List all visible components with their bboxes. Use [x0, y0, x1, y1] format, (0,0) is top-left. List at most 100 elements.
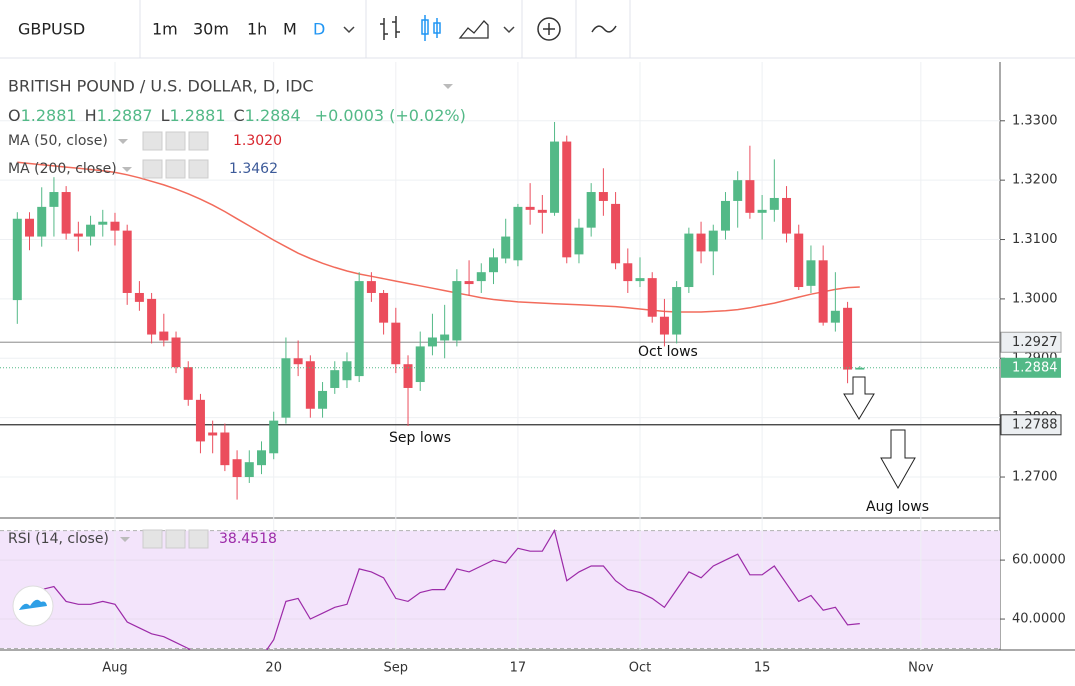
candle-body	[232, 459, 242, 478]
compare-icon[interactable]	[591, 25, 617, 33]
candle-body	[488, 257, 498, 273]
candle-body	[769, 197, 779, 210]
area-icon[interactable]	[458, 20, 489, 39]
ohlc-key: O	[8, 106, 21, 125]
rsi-band	[0, 530, 1000, 649]
y-tick-label: 1.2700	[1012, 470, 1058, 485]
dropdown-icon[interactable]	[443, 84, 453, 89]
ohlc-key: C	[234, 106, 245, 125]
candle-body	[354, 281, 364, 377]
candle-body	[98, 221, 108, 225]
candle-body	[452, 281, 462, 341]
candle-body	[122, 230, 132, 293]
dropdown-icon[interactable]	[343, 26, 355, 34]
rsi-line	[16, 529, 860, 650]
ohlc-legend: O1.2881 H1.2887 L1.2881 C1.2884 +0.0003 (+0.…	[8, 106, 466, 125]
x-tick-label: Aug	[102, 661, 127, 676]
candle-body	[440, 334, 450, 341]
candle-body	[110, 221, 120, 231]
candle-body	[562, 141, 572, 258]
x-tick-label: 20	[265, 661, 282, 676]
candle-body	[342, 361, 352, 381]
price-tag-label: 1.2927	[1012, 335, 1058, 350]
candle-body	[782, 197, 792, 234]
y-tick-label: 1.3100	[1012, 232, 1058, 247]
candle-body	[720, 200, 730, 231]
candle-body	[574, 227, 584, 255]
candle-body	[391, 322, 401, 365]
candle-body	[305, 361, 315, 409]
candle-body	[830, 310, 840, 323]
arrow	[843, 376, 875, 420]
candle-body	[733, 180, 743, 201]
annotation: Aug lows	[866, 499, 929, 515]
logo-mark	[19, 599, 47, 610]
candle-body	[86, 224, 96, 237]
candle-body	[159, 331, 169, 341]
candle-body	[37, 206, 47, 237]
interval[interactable]: M	[283, 20, 297, 39]
candle-body	[183, 367, 193, 400]
x-tick-label: 15	[754, 661, 771, 676]
interval[interactable]: D	[313, 20, 325, 39]
candle-body	[147, 298, 157, 335]
y-tick-label: 60.0000	[1012, 553, 1066, 568]
ohlc-value: 1.2881	[21, 106, 77, 125]
legend-buttons[interactable]	[142, 131, 209, 549]
candle-body	[708, 230, 718, 252]
annotation: Oct lows	[638, 344, 698, 360]
candle-body	[586, 192, 596, 228]
price-tag	[1000, 331, 1062, 353]
candle-body	[293, 358, 303, 365]
ohlc-value: 1.2887	[97, 106, 153, 125]
ma-value: 1.3020	[233, 133, 282, 149]
candle-body	[476, 272, 486, 282]
candle-body	[195, 399, 205, 442]
x-tick-label: Oct	[629, 661, 651, 676]
y-tick-label: 1.3200	[1012, 173, 1058, 188]
x-tick-label: 17	[510, 661, 527, 676]
candle-body	[855, 367, 865, 370]
price-tag-label: 1.2884	[1012, 360, 1058, 375]
y-tick-label: 1.3300	[1012, 113, 1058, 128]
interval[interactable]: 30m	[193, 20, 229, 39]
bars-icon[interactable]	[380, 16, 400, 40]
ohlc-value: 1.2884	[245, 106, 301, 125]
annotation: Sep lows	[389, 430, 451, 446]
candle-body	[330, 370, 340, 388]
candle-body	[818, 260, 828, 323]
candles-icon[interactable]	[421, 15, 441, 41]
candle-body	[623, 263, 633, 282]
dropdown-icon[interactable]	[503, 26, 515, 34]
y-tick-label: 1.3000	[1012, 291, 1058, 306]
ma-value: 1.3462	[229, 161, 278, 177]
candle-body	[73, 233, 83, 237]
interval[interactable]: 1h	[247, 20, 267, 39]
candle-body	[745, 180, 755, 213]
candle-body	[171, 337, 181, 368]
y-tick-label: 40.0000	[1012, 612, 1066, 627]
candle-body	[366, 281, 376, 293]
dropdown-icon[interactable]	[118, 139, 132, 542]
candle-body	[537, 209, 547, 213]
candle-body	[12, 218, 22, 301]
price-tag	[1000, 414, 1062, 436]
price-tag-label: 1.2788	[1012, 417, 1058, 432]
candle-body	[61, 192, 71, 234]
candle-body	[427, 337, 437, 347]
candle-body	[318, 390, 328, 409]
ohlc-key: L	[161, 106, 170, 125]
symbol[interactable]: GBPUSD	[18, 20, 85, 39]
candle-body	[611, 203, 621, 264]
candle-body	[25, 218, 35, 237]
candle-body	[269, 420, 279, 454]
candle-body	[244, 462, 254, 478]
candle-body	[806, 260, 816, 286]
indicators-icon[interactable]	[537, 17, 561, 41]
candle-body	[220, 432, 230, 466]
ma-legend: MA (50, close)	[8, 133, 108, 149]
interval[interactable]: 1m	[152, 20, 178, 39]
candle-body	[281, 358, 291, 418]
